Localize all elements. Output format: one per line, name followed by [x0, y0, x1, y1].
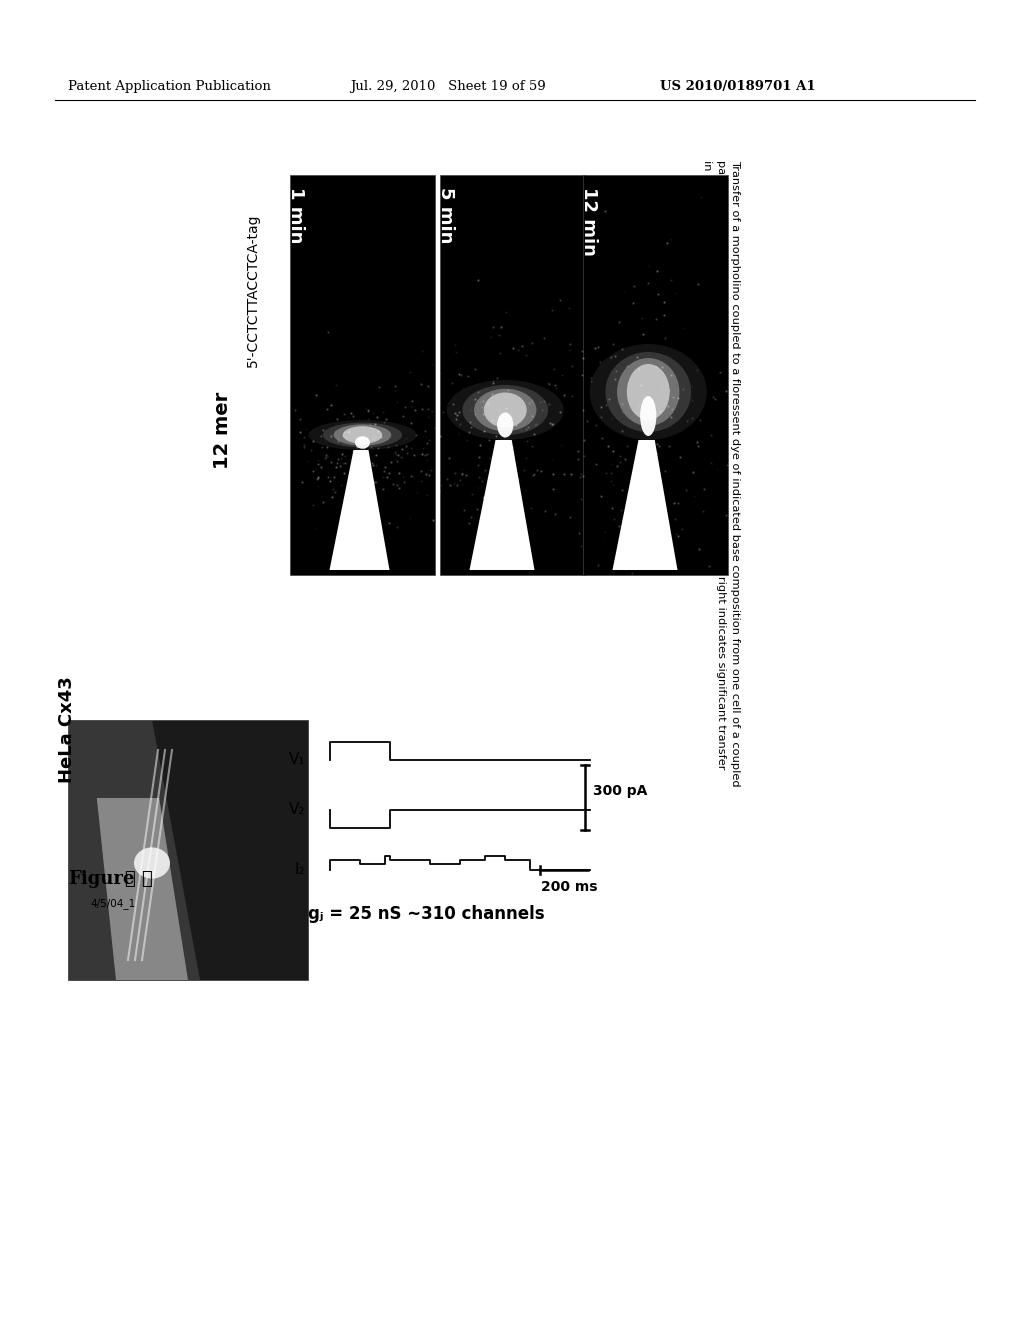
Ellipse shape: [463, 385, 548, 436]
Ellipse shape: [446, 380, 564, 440]
Ellipse shape: [355, 436, 370, 449]
Bar: [290, 176, 435, 576]
Text: HeLa Cx43: HeLa Cx43: [58, 677, 76, 783]
Text: 200 ms: 200 ms: [541, 880, 597, 894]
Bar: [583, 176, 728, 576]
Text: Figure: Figure: [68, 870, 134, 888]
Ellipse shape: [483, 392, 526, 428]
Text: Transfer of a morpholino coupled to a floressent dye of indicated base compositi: Transfer of a morpholino coupled to a fl…: [702, 160, 740, 787]
Ellipse shape: [308, 420, 417, 450]
Text: 12 mer: 12 mer: [213, 391, 231, 469]
Ellipse shape: [334, 424, 391, 446]
Polygon shape: [68, 719, 200, 979]
Ellipse shape: [497, 412, 513, 437]
Text: 4/5/04_1: 4/5/04_1: [90, 898, 135, 909]
Ellipse shape: [474, 389, 537, 432]
Text: gⱼ = 25 nS ~310 channels: gⱼ = 25 nS ~310 channels: [308, 906, 545, 923]
Ellipse shape: [323, 422, 402, 447]
Ellipse shape: [343, 426, 382, 444]
Polygon shape: [330, 450, 389, 570]
Text: 臺 凡: 臺 凡: [125, 870, 153, 888]
Text: 5 min: 5 min: [437, 187, 455, 243]
Text: 12 min: 12 min: [580, 187, 598, 256]
Polygon shape: [469, 440, 535, 570]
Polygon shape: [97, 799, 188, 979]
Ellipse shape: [590, 345, 707, 440]
Text: V₂: V₂: [289, 803, 305, 817]
Bar: [440, 176, 585, 576]
Text: Jul. 29, 2010   Sheet 19 of 59: Jul. 29, 2010 Sheet 19 of 59: [350, 81, 546, 92]
Text: Patent Application Publication: Patent Application Publication: [68, 81, 271, 92]
Bar: [68, 719, 308, 979]
Text: I₂: I₂: [294, 862, 305, 878]
Ellipse shape: [617, 358, 680, 426]
Ellipse shape: [627, 364, 670, 420]
Text: 300 pA: 300 pA: [593, 784, 647, 799]
Polygon shape: [612, 440, 678, 570]
Ellipse shape: [605, 352, 691, 432]
Ellipse shape: [134, 847, 170, 879]
Text: 5'-CCTCTTACCTCA-tag: 5'-CCTCTTACCTCA-tag: [246, 214, 260, 367]
Ellipse shape: [640, 396, 656, 436]
Text: 1 min: 1 min: [287, 187, 305, 243]
Text: US 2010/0189701 A1: US 2010/0189701 A1: [660, 81, 816, 92]
Text: V₁: V₁: [289, 752, 305, 767]
